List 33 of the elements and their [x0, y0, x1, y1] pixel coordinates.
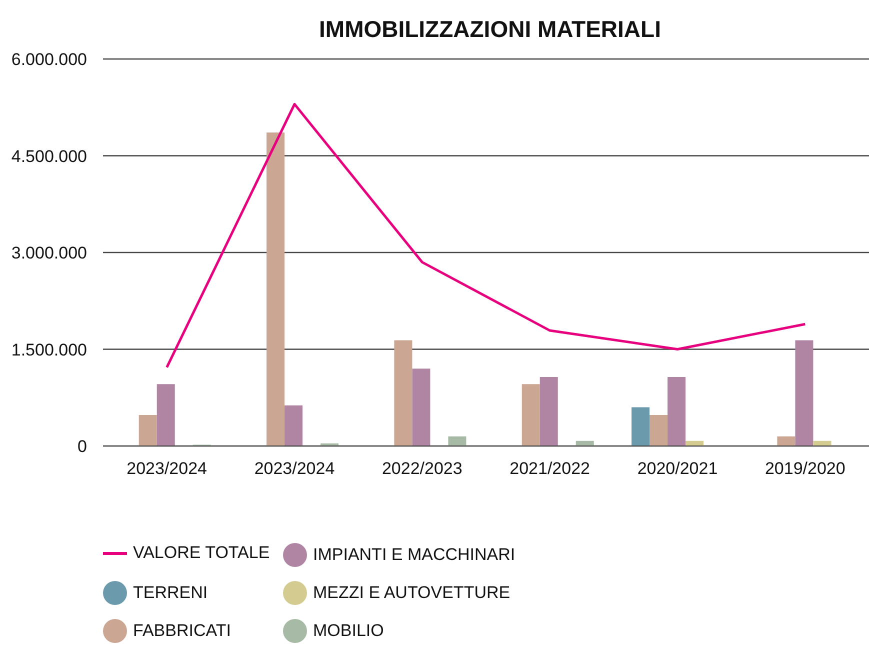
bar	[138, 415, 157, 446]
y-tick-label: 3.000.000	[11, 244, 87, 263]
x-tick-label: 2021/2022	[510, 459, 590, 478]
bar	[394, 340, 412, 446]
x-tick-label: 2022/2023	[382, 459, 462, 478]
y-tick-label: 4.500.000	[11, 146, 87, 166]
y-tick-label: 1.500.000	[11, 340, 87, 360]
bar	[284, 405, 303, 446]
bar	[650, 415, 668, 446]
bar	[668, 376, 686, 446]
line-series	[166, 102, 806, 369]
bar	[795, 340, 814, 446]
bar	[632, 407, 650, 446]
x-tick-label: 2023/2024	[126, 459, 208, 478]
bar	[540, 376, 558, 446]
legend-label: VALORE TOTALE	[133, 543, 270, 563]
legend-label: FABBRICATI	[133, 621, 231, 641]
x-tick-label: 2023/2024	[254, 459, 335, 478]
legend-label: TERRENI	[133, 583, 208, 603]
legend-label: MOBILIO	[313, 621, 384, 641]
chart-title: IMMOBILIZZAZIONI MATERIALI	[318, 16, 662, 43]
y-tick-label: 6.000.000	[11, 50, 87, 70]
x-tick-label: 2019/2020	[764, 459, 846, 478]
bar	[448, 436, 466, 446]
bar	[777, 436, 796, 446]
legend-label: IMPIANTI E MACCHINARI	[313, 545, 516, 565]
bar	[522, 384, 540, 446]
bar	[266, 132, 285, 446]
bar	[412, 368, 430, 446]
y-tick-label: 0	[78, 437, 87, 456]
x-tick-label: 2020/2021	[637, 459, 718, 478]
legend-label: MEZZI E AUTOVETTURE	[313, 583, 510, 603]
bar	[156, 384, 175, 446]
